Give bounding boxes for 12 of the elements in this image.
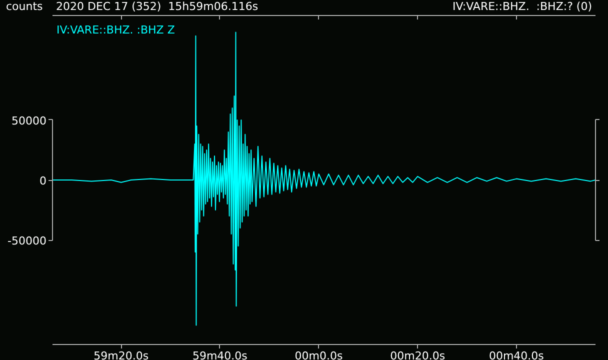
x-tick-label: 00m40.0s [488, 350, 544, 360]
text: IV:VARE::BHZ. :BHZ:? (0) [452, 0, 592, 14]
series-label: IV:VARE::BHZ. :BHZ Z [56, 24, 176, 36]
x-tick-label: 59m20.0s [94, 350, 149, 360]
chart-title: 2020 DEC 17 (352) 15h59m06.116s [56, 0, 258, 14]
y-tick-label: 0 [40, 174, 46, 188]
x-tick-label: 00m20.0s [390, 350, 446, 360]
x-tick-label: 59m40.0s [192, 350, 248, 360]
y-tick-label: 50000 [12, 114, 47, 128]
x-tick-label: 00m0.0s [294, 350, 344, 360]
y-axis-title: counts [6, 0, 43, 14]
y-tick-label: -50000 [8, 234, 47, 248]
